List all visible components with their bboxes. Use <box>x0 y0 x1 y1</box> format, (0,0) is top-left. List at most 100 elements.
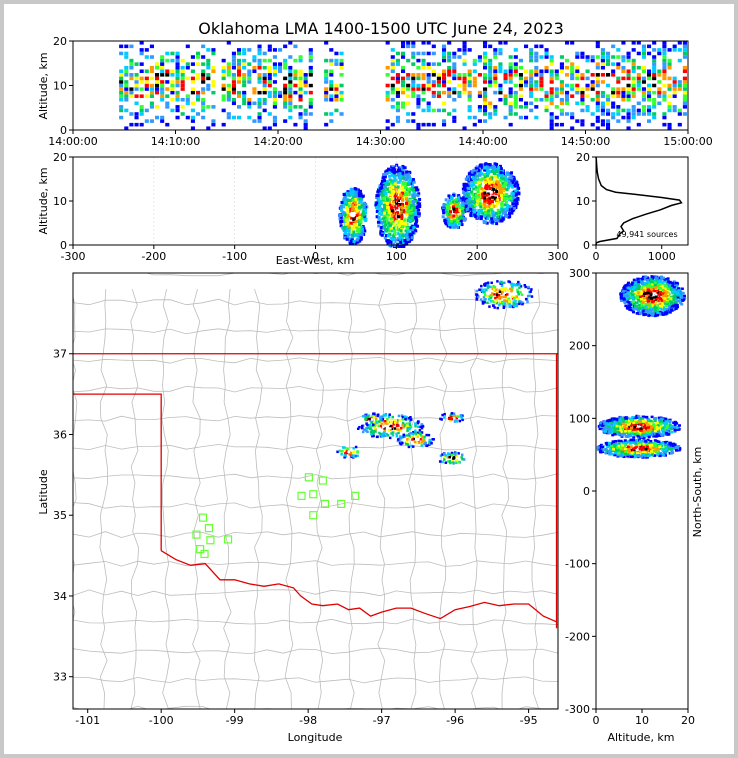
time-height-cell <box>196 76 201 81</box>
plan-view-cell <box>496 295 499 299</box>
east-west-cell <box>357 227 361 231</box>
east-west-cell <box>397 199 401 203</box>
east-west-cell <box>500 202 504 206</box>
plan-view-cell <box>407 432 411 436</box>
east-west-cell <box>343 205 347 209</box>
plan-view-cell <box>517 292 520 296</box>
north-south-cell <box>621 425 625 429</box>
plan-view-cell <box>518 302 521 306</box>
histogram-x-tick-label: 1000 <box>648 250 676 263</box>
time-height-cell <box>298 97 303 102</box>
north-south-cell <box>658 445 662 448</box>
time-height-cell <box>467 73 472 77</box>
time-height-cell <box>559 65 564 70</box>
plan-view-cell <box>354 454 357 458</box>
time-height-cell <box>211 51 216 56</box>
plan-view-cell <box>482 296 486 299</box>
time-height-cell <box>129 62 134 66</box>
time-height-cell <box>288 73 293 77</box>
plan-view-cell <box>366 415 369 418</box>
east-west-cell <box>391 204 395 208</box>
plan-view-axes-frame <box>72 272 559 710</box>
north-south-cell <box>665 441 669 445</box>
east-west-cell <box>495 162 499 166</box>
time-height-cell <box>288 87 293 91</box>
east-west-cell <box>339 215 343 219</box>
time-height-cell <box>549 87 554 91</box>
time-height-cell <box>288 115 293 120</box>
time-height-cell <box>237 76 242 81</box>
time-height-cell <box>190 80 195 84</box>
time-height-cell <box>467 108 472 113</box>
time-height-cell <box>447 65 452 70</box>
time-height-cell <box>682 87 687 91</box>
east-west-cell <box>352 226 356 230</box>
east-west-cell <box>499 176 503 180</box>
time-height-cell <box>606 51 611 56</box>
time-height-cell <box>590 73 595 77</box>
time-height-cell <box>308 101 313 106</box>
east-west-cell <box>390 238 394 242</box>
time-height-cell <box>631 105 636 109</box>
time-height-cell <box>175 55 180 59</box>
time-height-cell <box>636 51 641 56</box>
county-boundaries <box>73 273 558 709</box>
time-height-cell <box>472 80 477 84</box>
east-west-cell <box>514 204 518 208</box>
east-west-cell <box>455 216 459 220</box>
time-height-cell <box>395 115 400 120</box>
east-west-cell <box>384 220 388 224</box>
time-height-cell <box>283 58 288 63</box>
east-west-cell <box>380 233 384 237</box>
north-south-cell <box>622 449 626 452</box>
time-height-cell <box>293 69 298 74</box>
east-west-cell <box>394 187 398 191</box>
east-west-cell <box>479 192 483 196</box>
east-west-cell <box>446 201 450 205</box>
east-west-cell <box>499 194 503 198</box>
time-height-cell <box>559 62 564 66</box>
north-south-cell <box>644 415 648 419</box>
time-height-cell <box>226 73 231 77</box>
east-west-cell <box>343 213 347 217</box>
plan-view-cell <box>340 453 343 456</box>
east-west-cell <box>342 225 346 229</box>
north-south-cell <box>636 434 640 438</box>
north-south-cell <box>614 422 618 426</box>
north-south-cell <box>665 429 669 432</box>
north-south-cell <box>604 451 608 455</box>
east-west-cell <box>378 189 382 193</box>
north-south-cell <box>613 444 617 448</box>
east-west-cell <box>388 178 392 182</box>
time-height-cell <box>554 83 559 88</box>
time-height-cell <box>529 80 534 84</box>
east-west-cell <box>402 204 406 208</box>
time-height-cell <box>682 48 687 52</box>
east-west-cell <box>350 226 354 230</box>
north-south-cell <box>649 428 653 431</box>
east-west-cell <box>399 166 403 170</box>
east-west-cell <box>405 187 409 191</box>
plan-view-cell <box>479 298 483 301</box>
time-height-cell <box>631 58 636 63</box>
east-west-cell <box>469 200 473 204</box>
plan-view-cell <box>405 434 409 437</box>
east-west-cell <box>385 211 389 215</box>
time-height-cell <box>411 73 416 77</box>
north-south-cell <box>607 423 611 426</box>
east-west-cell <box>486 217 490 221</box>
time-height-cell <box>139 122 144 127</box>
east-west-x-tick-label: 100 <box>386 250 407 263</box>
north-south-cell <box>628 450 632 453</box>
east-west-cell <box>499 185 503 189</box>
time-height-cell <box>508 69 513 74</box>
north-south-cell <box>617 424 621 427</box>
east-west-cell <box>414 229 418 233</box>
time-height-cell <box>237 80 242 84</box>
county-line <box>73 415 558 422</box>
plan-view-cell <box>510 289 513 293</box>
plan-view-cell <box>354 445 358 449</box>
time-height-cell <box>595 44 600 49</box>
plan-view-cell <box>382 414 385 417</box>
east-west-cell <box>496 215 500 219</box>
